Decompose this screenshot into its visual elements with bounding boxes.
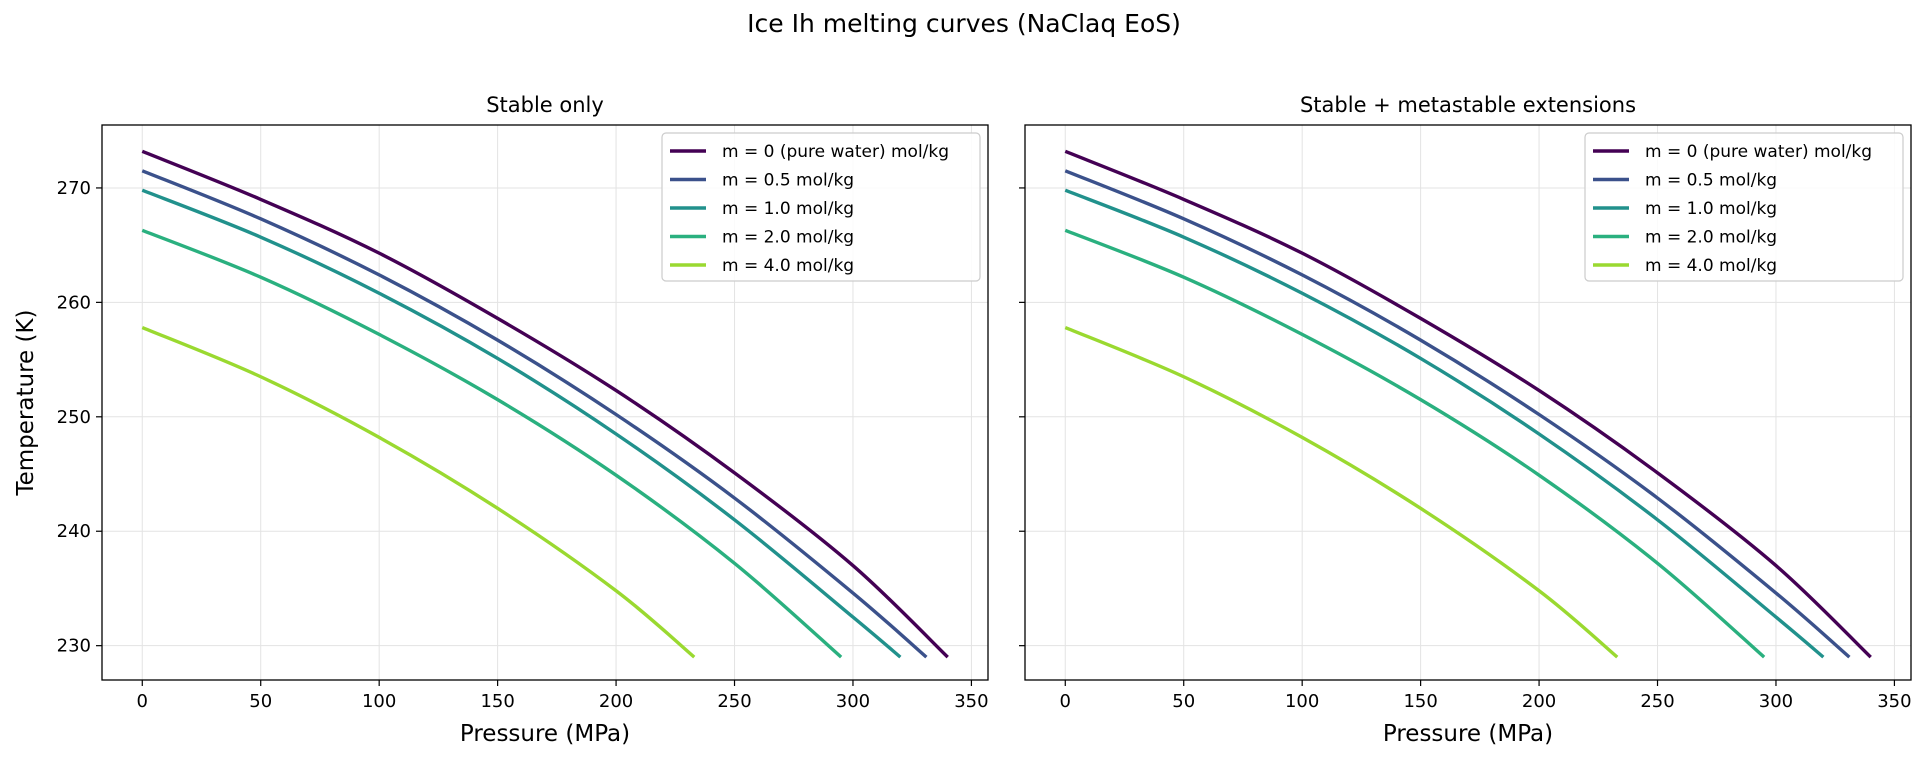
y-tick-label: 250 — [57, 407, 91, 428]
x-tick-label: 350 — [954, 691, 988, 712]
x-tick-label: 50 — [1172, 691, 1195, 712]
legend-label: m = 1.0 mol/kg — [1645, 199, 1777, 219]
x-axis-label: Pressure (MPa) — [460, 721, 630, 747]
series-line-1 — [141, 149, 949, 659]
legend-label: m = 4.0 mol/kg — [1645, 256, 1777, 276]
x-tick-label: 150 — [480, 691, 514, 712]
legend-label: m = 1.0 mol/kg — [722, 199, 854, 219]
x-tick-label: 150 — [1403, 691, 1437, 712]
x-tick-label: 350 — [1877, 691, 1911, 712]
legend-box — [661, 132, 981, 282]
legend: m = 0 (pure water) mol/kg m = 0.5 mol/kg m… — [661, 132, 981, 282]
x-tick-label: 0 — [1060, 691, 1071, 712]
x-tick-label: 100 — [362, 691, 396, 712]
x-tick-label: 250 — [1640, 691, 1674, 712]
legend-label: m = 0.5 mol/kg — [722, 171, 854, 191]
series-line-2 — [141, 169, 928, 659]
x-tick-label: 300 — [1759, 691, 1793, 712]
series-line-3 — [141, 188, 902, 659]
figure-title: Ice Ih melting curves (NaClaq EoS) — [747, 9, 1181, 38]
x-tick-label: 0 — [137, 691, 148, 712]
legend-box — [1584, 132, 1904, 282]
legend-label: m = 2.0 mol/kg — [722, 228, 854, 248]
legend-label: m = 4.0 mol/kg — [722, 256, 854, 276]
series-line-5 — [141, 325, 696, 659]
y-tick-label: 240 — [57, 521, 91, 542]
axes-frame — [101, 124, 989, 681]
x-tick-label: 200 — [599, 691, 633, 712]
x-tick-label: 50 — [249, 691, 272, 712]
x-tick-label: 200 — [1522, 691, 1556, 712]
x-axis-label: Pressure (MPa) — [1383, 721, 1553, 747]
y-tick-label: 270 — [57, 178, 91, 199]
series-line-2 — [1064, 169, 1851, 659]
chart-panel-2: 0 50 100 150 200 250 300 350 Stable + metastable… — [1019, 93, 1912, 747]
x-tick-label: 300 — [836, 691, 870, 712]
y-tick-label: 260 — [57, 292, 91, 313]
panel-title: Stable + metastable extensions — [1300, 93, 1636, 117]
series-line-4 — [1064, 228, 1766, 659]
series-line-4 — [141, 228, 843, 659]
y-tick-label: 230 — [57, 636, 91, 657]
y-axis-label: Temperature (K) — [13, 309, 39, 496]
series-line-5 — [1064, 325, 1619, 659]
legend-label: m = 2.0 mol/kg — [1645, 228, 1777, 248]
legend-label: m = 0 (pure water) mol/kg — [1645, 142, 1872, 162]
legend-label: m = 0.5 mol/kg — [1645, 171, 1777, 191]
series-line-3 — [1064, 188, 1825, 659]
x-tick-label: 100 — [1285, 691, 1319, 712]
legend: m = 0 (pure water) mol/kg m = 0.5 mol/kg m… — [1584, 132, 1904, 282]
axes-frame — [1024, 124, 1912, 681]
x-tick-label: 250 — [717, 691, 751, 712]
legend-label: m = 0 (pure water) mol/kg — [722, 142, 949, 162]
series-line-1 — [1064, 149, 1872, 659]
chart-panel-1: 0 50 100 150 200 250 300 350 230 240 250 260 270 Stab… — [13, 93, 989, 747]
panel-title: Stable only — [486, 93, 604, 117]
